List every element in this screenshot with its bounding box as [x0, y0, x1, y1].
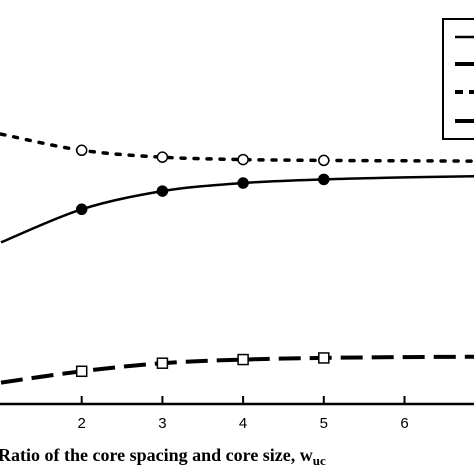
x-axis-title: Ratio of the core spacing and core size,… [0, 445, 326, 468]
legend [442, 18, 474, 140]
series-1-line [0, 132, 474, 163]
series-1-point-3 [237, 153, 249, 166]
series-2-point-4 [318, 173, 330, 186]
x-axis-title-subscript: uc [313, 453, 326, 468]
x-axis-title-main: Ratio of the core spacing and core size,… [0, 445, 313, 465]
series-3-point-4 [318, 352, 330, 364]
series-3-point-3 [237, 353, 249, 366]
x-tick-label-5: 5 [320, 415, 328, 432]
series-2-point-3 [237, 177, 249, 189]
series-layer [0, 132, 474, 385]
legend-entries [455, 35, 474, 123]
series-3-point-2 [156, 357, 169, 369]
series-2-point-2 [156, 185, 169, 197]
x-tick-label-6: 6 [400, 415, 408, 432]
marker-layer [75, 144, 330, 378]
series-2-point-1 [75, 203, 88, 216]
series-2-line [0, 175, 474, 244]
series-1-point-2 [156, 151, 169, 163]
series-3-point-1 [75, 365, 88, 378]
x-tick-label-3: 3 [158, 415, 166, 432]
x-ticks: 234567 [78, 396, 409, 432]
x-tick-label-4: 4 [239, 415, 247, 432]
x-tick-label-2: 2 [78, 415, 86, 432]
series-1-point-4 [318, 154, 330, 167]
series-1-point-1 [75, 144, 88, 157]
